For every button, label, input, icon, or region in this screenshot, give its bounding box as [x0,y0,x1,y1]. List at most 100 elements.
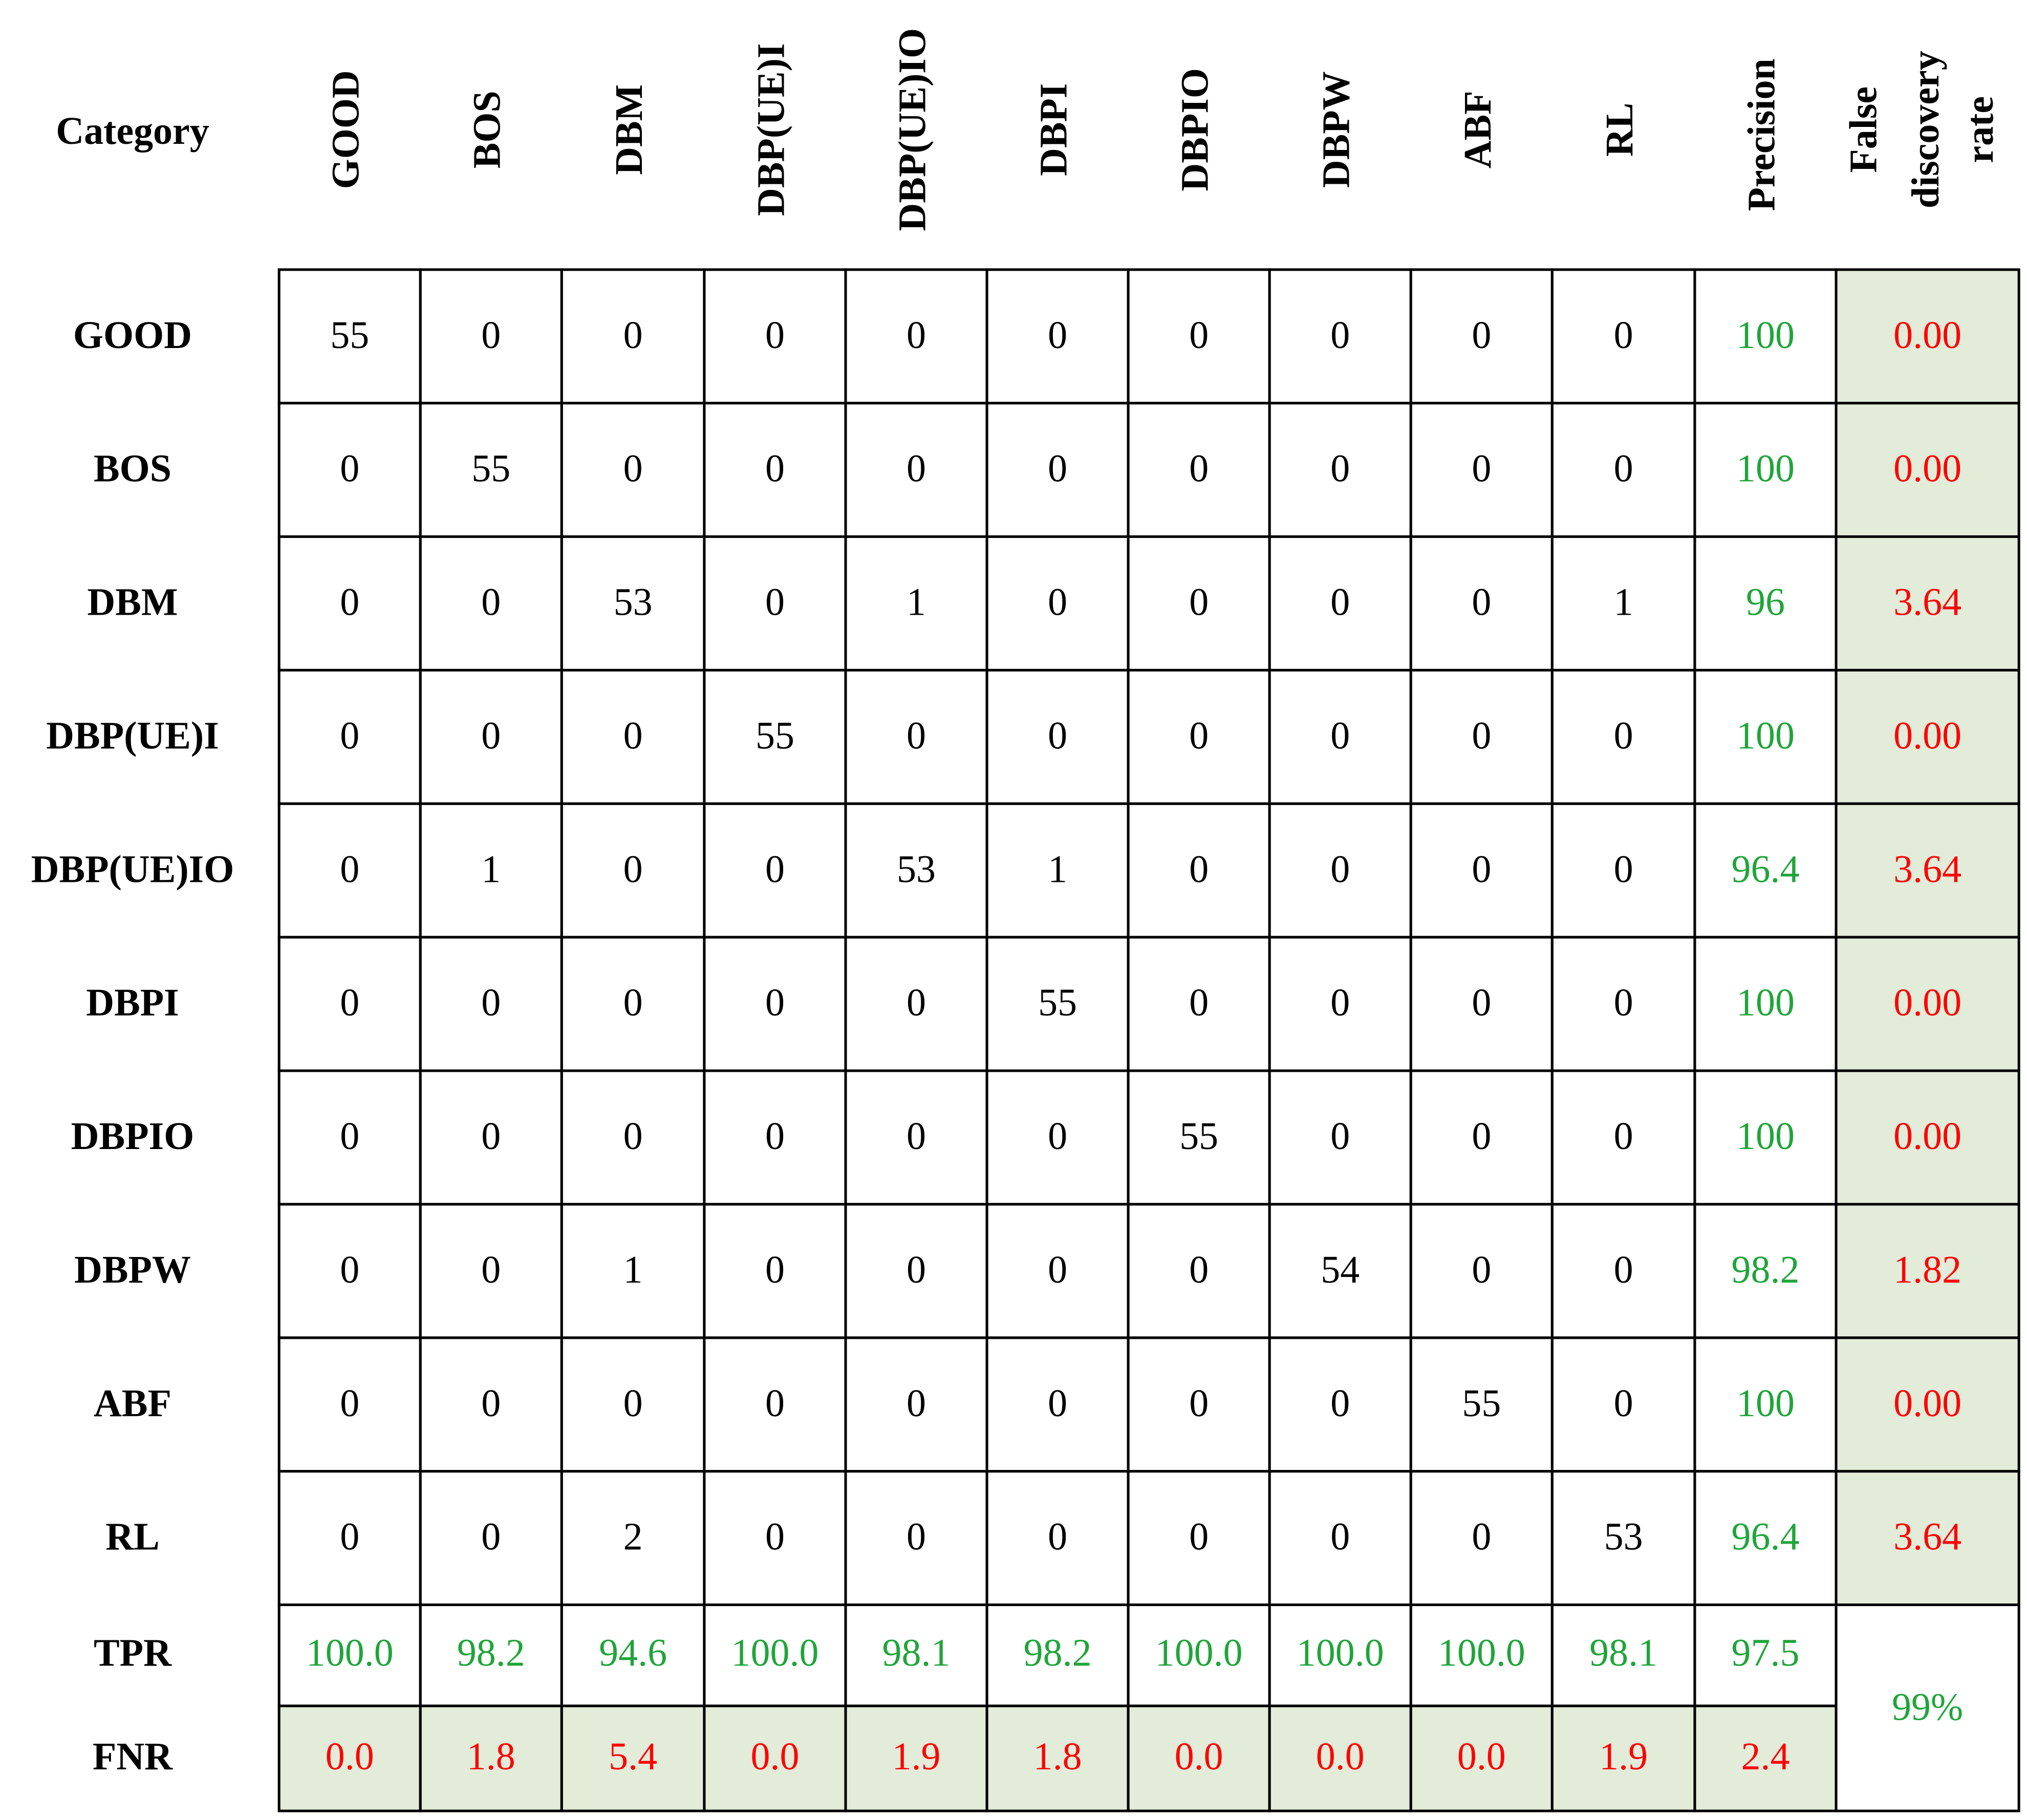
cell-value: 0 [1048,1115,1067,1158]
cell-value: 0 [340,1248,359,1291]
cell [1693,1069,1838,1206]
cell-value: 0 [623,1382,643,1425]
cell [844,402,988,538]
cell [277,936,422,1072]
cell-value: 0 [340,714,359,757]
cell [1835,668,2020,805]
tpr-value: 98.2 [1024,1631,1092,1674]
cell [560,1203,706,1339]
cell-value: 0 [1614,981,1633,1024]
cell [1268,802,1412,939]
cell [703,535,847,671]
tpr-value: 98.1 [882,1631,951,1674]
cell-value: 0 [1614,714,1633,757]
fdr-value: 3.64 [1893,581,1961,624]
cell-value: 0 [481,1115,501,1158]
cell [1127,668,1271,805]
cell-value: 0 [340,848,359,891]
precision-value: 96.4 [1732,1515,1800,1558]
fnr-value: 0.0 [750,1735,799,1778]
cell [703,1470,847,1607]
cell [985,1704,1130,1812]
cell [1268,268,1412,405]
row-label: BOS [94,447,171,490]
cell [1835,1336,2020,1473]
fnr-value: 0.0 [326,1735,374,1778]
cell [560,668,706,805]
cell-value: 0 [1189,981,1209,1024]
column-header: ABF [1456,91,1499,168]
cell-value: 0 [1472,1248,1491,1291]
cell-value: 0 [1048,581,1067,624]
cell-value: 0 [1330,1382,1350,1425]
cell-value: 0 [481,1382,501,1425]
cell-value: 0 [1189,848,1209,891]
cell [1127,802,1271,939]
cell-value: 1 [1048,848,1067,891]
cell [844,1470,988,1607]
cell-value: 0 [765,314,785,357]
cell-value: 0 [481,581,501,624]
precision-value: 100 [1736,1115,1795,1158]
row-label: GOOD [73,314,192,357]
cell-value: 0 [340,1382,359,1425]
cell [1693,802,1838,939]
cell-value: 0 [1614,314,1633,357]
cell-value: 53 [1604,1515,1643,1558]
cell-value: 0 [481,314,501,357]
cell-value: 0 [907,1382,926,1425]
cell [985,1604,1130,1707]
cell-value: 0 [907,981,926,1024]
fdr-value: 0.00 [1893,447,1961,490]
cell [1550,936,1696,1072]
fnr-value: 2.4 [1741,1735,1790,1778]
cell [1550,668,1696,805]
fdr-header: discovery [1904,51,1947,208]
fdr-value: 3.64 [1893,1515,1961,1558]
precision-value: 96.4 [1732,848,1800,891]
fnr-value: 1.9 [892,1735,941,1778]
cell [560,1604,706,1707]
cell [703,668,847,805]
row-label: DBM [87,581,178,624]
cell [277,668,422,805]
cell-value: 1 [1614,581,1633,624]
cell-value: 0 [765,1515,785,1558]
cell-value: 0 [1189,581,1209,624]
cell-value: 0 [1048,714,1067,757]
fdr-header: rate [1958,96,2001,163]
cell-value: 0 [340,1515,359,1558]
cell-value: 0 [1189,1382,1209,1425]
cell [277,1069,422,1206]
row-label: DBPI [86,981,179,1024]
fnr-value: 5.4 [609,1735,657,1778]
cell-value: 0 [1330,1115,1350,1158]
cell [560,535,706,671]
cell [1835,1069,2020,1206]
cell-value: 0 [765,1382,785,1425]
cell-value: 0 [1330,1515,1350,1558]
cell [560,802,706,939]
cell [419,1604,563,1707]
cell [1409,1604,1554,1707]
tpr-value: 94.6 [599,1631,667,1674]
cell [560,1069,706,1206]
cell-value: 0 [907,714,926,757]
tpr-value: 100.0 [731,1631,819,1674]
row-label: DBPW [74,1248,191,1291]
fdr-value: 0.00 [1893,1115,1961,1158]
cell [1268,1604,1412,1707]
cell [1409,402,1554,538]
fnr-value: 0.0 [1175,1735,1223,1778]
cell-value: 0 [765,1248,785,1291]
tpr-value: 97.5 [1732,1631,1800,1674]
cell-value: 0 [481,1248,501,1291]
cell [1835,936,2020,1072]
cell-value: 0 [340,1115,359,1158]
precision-value: 96 [1746,581,1785,624]
cell [560,268,706,405]
cell [1268,1704,1412,1812]
cell-value: 55 [1462,1382,1501,1425]
cell [277,535,422,671]
column-header: BOS [466,91,509,168]
